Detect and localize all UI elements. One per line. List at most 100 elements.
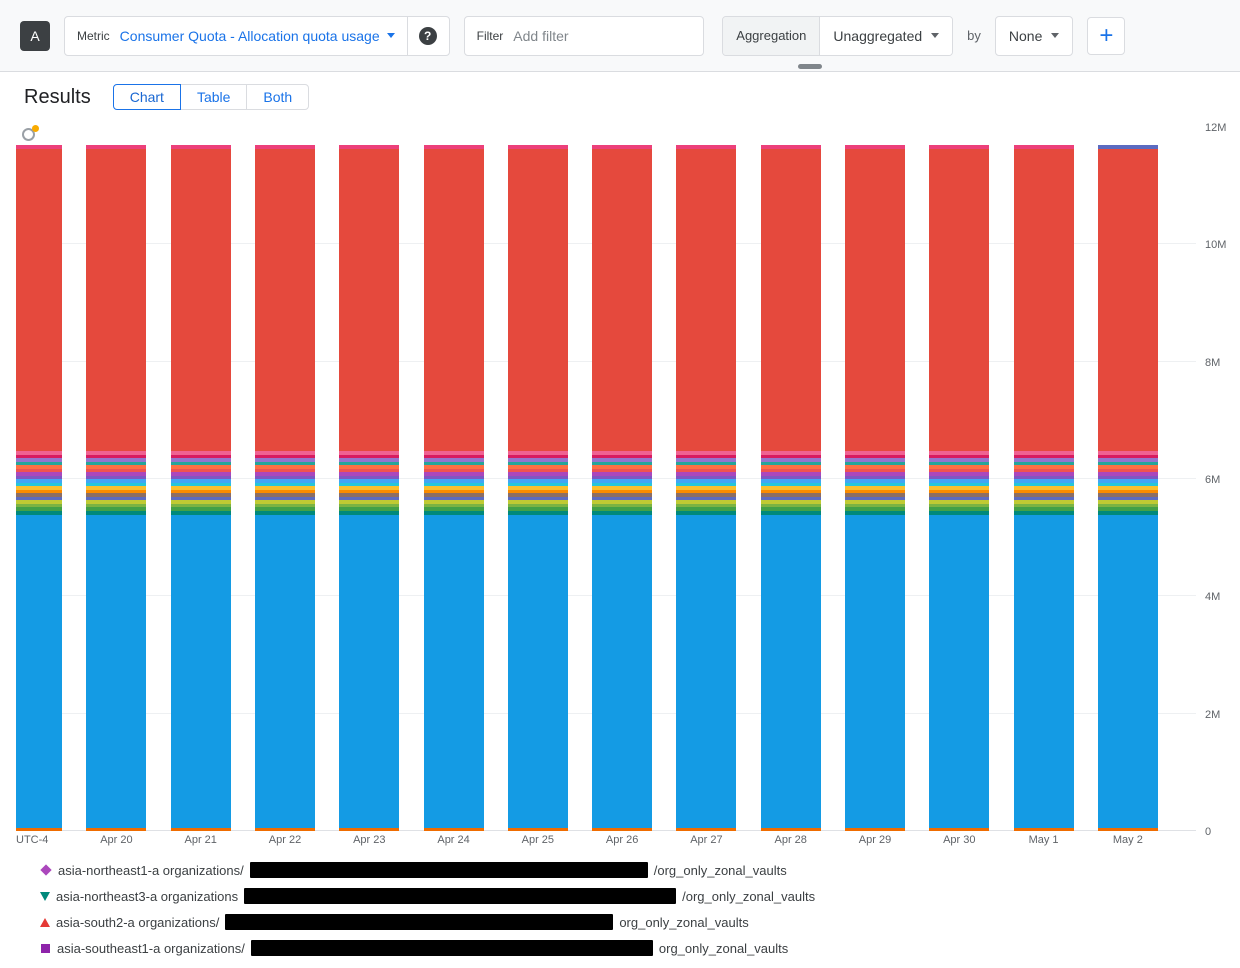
bar-segment-stripe-magenta <box>845 454 905 459</box>
bar-segment-stripe-light-green <box>255 503 315 508</box>
bar-segment-stripe-pink <box>86 451 147 455</box>
stacked-bar-apr-20[interactable] <box>86 145 147 831</box>
bar-segment-stripe-light-green <box>676 503 737 508</box>
stacked-bar-apr-23[interactable] <box>339 145 400 831</box>
bar-segment-stripe-deep-purple <box>255 475 315 480</box>
x-tick-label: Apr 28 <box>774 834 807 846</box>
bar-segment-stripe-teal <box>929 511 990 515</box>
bar-segment-stripe-brown <box>423 493 484 497</box>
bar-segment-stripe-lime <box>929 500 990 504</box>
aggregation-dropdown[interactable]: Unaggregated <box>820 16 953 55</box>
tab-chart[interactable]: Chart <box>112 84 181 110</box>
bar-segment-top-pink <box>1097 145 1158 150</box>
view-tabs: Chart Table Both <box>112 84 310 110</box>
bar-segment-primary-red <box>339 149 400 452</box>
bar-segment-stripe-purple <box>845 472 905 476</box>
bar-segment-stripe-pink <box>16 451 63 455</box>
bar-segment-stripe-brown <box>86 493 147 497</box>
bar-segment-stripe-green <box>592 507 653 511</box>
bar-segment-stripe-cyan <box>760 482 821 487</box>
bar-segment-stripe-pink <box>423 451 484 455</box>
plot-area[interactable] <box>16 127 1196 831</box>
bar-segment-stripe-orange <box>16 489 63 494</box>
bar-segment-stripe-light-red <box>1097 468 1158 473</box>
bar-segment-stripe-blue <box>16 479 63 483</box>
x-tick-label: May 2 <box>1112 834 1143 846</box>
edit-chart-ring <box>22 128 35 141</box>
bar-segment-stripe-indigo <box>1013 496 1074 501</box>
chevron-down-icon <box>386 33 395 38</box>
bar-segment-stripe-magenta <box>929 454 990 459</box>
stacked-bar-may-1[interactable] <box>1013 145 1074 831</box>
bar-segment-stripe-deep-purple <box>676 475 737 480</box>
bar-segment-primary-blue <box>423 514 484 829</box>
bar-segment-stripe-light-red <box>255 468 315 473</box>
legend-item[interactable]: asia-northeast1-a organizations/ /org_onl… <box>40 857 1240 883</box>
edit-chart-dot <box>32 125 39 132</box>
bar-segment-stripe-green <box>170 507 231 511</box>
aggregation-group: Aggregation Unaggregated <box>722 15 954 56</box>
stacked-bar-apr-24[interactable] <box>423 145 484 831</box>
stacked-bar-apr-28[interactable] <box>760 145 821 831</box>
bar-segment-primary-red <box>170 149 231 452</box>
metric-dropdown[interactable]: Consumer Quota - Allocation quota usage <box>120 28 395 44</box>
help-icon[interactable]: ? <box>418 26 437 45</box>
tab-both[interactable]: Both <box>246 84 310 110</box>
bar-segment-stripe-indigo <box>507 496 568 501</box>
bar-segment-stripe-orange <box>507 489 568 494</box>
bar-segment-stripe-yellow <box>507 486 568 490</box>
bar-segment-stripe-blue <box>507 479 568 483</box>
edit-chart-icon[interactable] <box>22 125 39 142</box>
bar-segment-stripe-lime <box>592 500 653 504</box>
bar-segment-stripe-light-red <box>86 468 147 473</box>
stacked-bar-apr-21[interactable] <box>170 145 231 831</box>
legend-item[interactable]: asia-south2-a organizations/org_only_zon… <box>40 909 1240 935</box>
bar-segment-stripe-brown <box>1097 493 1158 497</box>
resize-handle[interactable] <box>798 64 822 69</box>
bar-segment-stripe-deep-orange <box>170 465 231 469</box>
bar-segment-stripe-deep-orange <box>16 465 63 469</box>
bar-segment-primary-red <box>255 149 315 452</box>
group-by-value: None <box>1008 27 1043 44</box>
bar-segment-base-orange <box>1097 828 1158 831</box>
stacked-bar-apr-27[interactable] <box>676 145 737 831</box>
bar-segment-stripe-teal <box>423 511 484 515</box>
bar-segment-base-orange <box>845 828 905 831</box>
stacked-bar-apr-25[interactable] <box>507 145 568 831</box>
bar-segment-stripe-pink <box>676 451 737 455</box>
bar-segment-stripe-magenta <box>423 454 484 459</box>
bar-segment-stripe-purple <box>1013 472 1074 476</box>
bar-segment-stripe-orange <box>1013 489 1074 494</box>
bar-segment-stripe-lavender <box>86 458 147 462</box>
bar-segment-stripe-brown <box>255 493 315 497</box>
stacked-bar-may-2[interactable] <box>1097 145 1158 831</box>
stacked-bar-apr-29[interactable] <box>845 145 905 831</box>
bar-segment-stripe-indigo <box>86 496 147 501</box>
y-tick-label: 8M <box>1205 356 1221 369</box>
group-by-dropdown[interactable]: None <box>994 15 1074 56</box>
bar-segment-stripe-magenta <box>86 454 147 459</box>
bar-segment-stripe-orange <box>339 489 400 494</box>
legend-item[interactable]: asia-northeast3-a organizations/org_only… <box>40 883 1240 909</box>
bar-segment-stripe-purple <box>423 472 484 476</box>
bar-segment-stripe-brown <box>845 493 905 497</box>
query-toolbar: A Metric Consumer Quota - Allocation quo… <box>0 0 1240 72</box>
stacked-bar-apr-19[interactable] <box>16 145 63 831</box>
triangle-up-marker-icon <box>40 917 50 927</box>
stacked-bar-apr-26[interactable] <box>592 145 653 831</box>
tab-table[interactable]: Table <box>179 84 248 110</box>
bar-segment-stripe-brown <box>507 493 568 497</box>
bar-segment-stripe-cyan <box>1097 482 1158 487</box>
stacked-bar-apr-22[interactable] <box>255 145 315 831</box>
filter-input[interactable] <box>513 27 692 44</box>
bar-segment-primary-red <box>1097 149 1158 452</box>
legend-item[interactable]: asia-southeast1-a organizations/org_only… <box>40 935 1240 961</box>
bar-segment-stripe-brown <box>676 493 737 497</box>
add-query-button[interactable]: + <box>1087 16 1126 55</box>
bar-segment-base-orange <box>676 828 737 831</box>
bar-segment-primary-red <box>760 149 821 452</box>
bar-segment-stripe-lavender <box>423 458 484 462</box>
stacked-bar-apr-30[interactable] <box>929 145 990 831</box>
bar-segment-stripe-teal <box>255 511 315 515</box>
bar-segment-base-orange <box>16 828 63 831</box>
